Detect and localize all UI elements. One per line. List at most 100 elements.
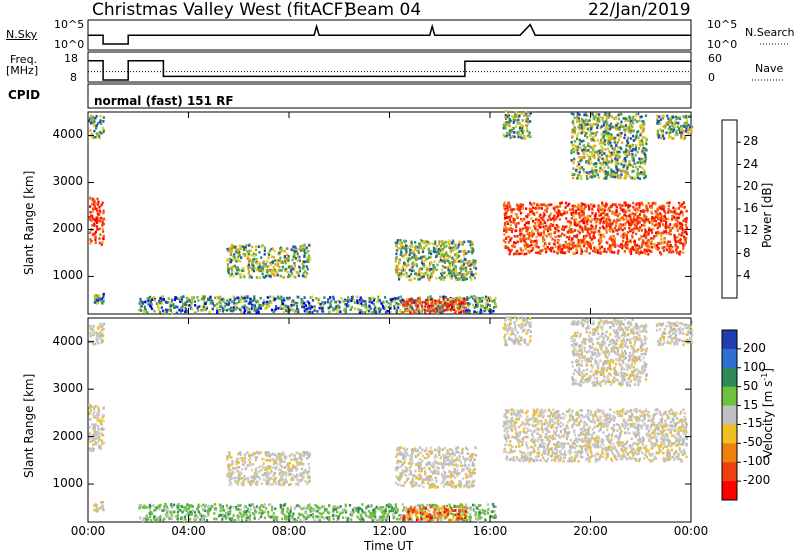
data-cell	[144, 308, 147, 312]
data-cell	[663, 241, 666, 244]
data-cell	[647, 228, 651, 232]
data-cell	[627, 203, 630, 207]
data-cell	[644, 174, 647, 178]
data-cell	[539, 220, 542, 224]
data-cell	[395, 249, 399, 252]
data-cell	[235, 306, 238, 310]
data-cell	[267, 481, 270, 484]
data-cell	[262, 260, 265, 263]
data-cell	[92, 324, 95, 328]
data-cell	[664, 211, 667, 215]
data-cell	[518, 126, 522, 129]
data-cell	[417, 249, 420, 252]
data-cell	[258, 476, 261, 479]
data-cell	[308, 303, 311, 306]
data-cell	[613, 146, 616, 150]
data-cell	[544, 250, 548, 254]
data-cell	[185, 310, 188, 313]
data-cell	[274, 305, 278, 308]
data-cell	[607, 247, 610, 251]
data-cell	[682, 137, 685, 141]
data-cell	[578, 167, 581, 170]
data-cell	[609, 244, 612, 247]
data-cell	[657, 122, 660, 125]
data-cell	[442, 295, 445, 299]
data-cell	[353, 301, 356, 304]
data-cell	[308, 243, 311, 247]
data-cell	[582, 213, 585, 217]
data-cell	[511, 135, 514, 138]
data-cell	[638, 246, 641, 250]
data-cell	[92, 201, 96, 204]
data-cell	[676, 224, 679, 228]
data-cell	[641, 124, 644, 128]
data-cell	[470, 250, 473, 253]
data-cell	[290, 248, 293, 251]
data-cell	[294, 301, 297, 305]
data-cell	[519, 247, 522, 250]
data-cell	[568, 202, 571, 206]
data-cell	[619, 245, 622, 248]
data-cell	[448, 452, 451, 456]
data-cell	[438, 242, 441, 246]
data-cell	[612, 242, 615, 246]
data-cell	[607, 171, 610, 174]
data-cell	[311, 310, 314, 314]
data-cell	[503, 124, 506, 128]
data-cell	[436, 448, 439, 452]
data-cell	[399, 299, 402, 302]
data-cell	[277, 483, 280, 486]
data-cell	[236, 482, 240, 486]
data-cell	[636, 202, 639, 205]
data-cell	[606, 128, 609, 132]
data-cell	[626, 136, 629, 140]
data-cell	[520, 112, 523, 115]
data-cell	[229, 309, 232, 313]
data-cell	[530, 249, 533, 253]
data-cell	[617, 150, 620, 154]
data-cell	[419, 446, 422, 449]
data-cell	[600, 163, 603, 167]
data-cell	[678, 227, 682, 230]
data-cell	[585, 220, 589, 223]
data-cell	[449, 460, 452, 463]
data-cell	[304, 468, 307, 472]
data-cell	[100, 300, 103, 303]
data-cell	[616, 133, 619, 137]
data-cell	[162, 298, 165, 301]
data-cell	[526, 245, 530, 248]
data-cell	[238, 300, 241, 304]
data-cell	[272, 460, 276, 464]
data-cell	[572, 241, 575, 245]
data-cell	[633, 208, 636, 212]
data-cell	[661, 223, 664, 226]
data-cell	[305, 260, 308, 263]
data-cell	[509, 220, 512, 224]
data-cell	[631, 129, 634, 133]
data-cell	[191, 308, 194, 311]
data-cell	[323, 302, 326, 305]
data-cell	[296, 451, 299, 455]
data-cell	[288, 473, 291, 476]
data-cell	[237, 461, 240, 464]
data-cell	[235, 481, 238, 484]
data-cell	[631, 153, 634, 156]
data-cell	[465, 252, 468, 255]
data-cell	[663, 126, 667, 129]
data-cell	[263, 478, 266, 481]
data-cell	[208, 298, 211, 302]
data-cell	[281, 302, 284, 305]
data-cell	[211, 307, 214, 311]
data-cell	[628, 123, 631, 127]
data-cell	[660, 137, 663, 140]
data-cell	[570, 239, 573, 243]
data-cell	[580, 247, 583, 251]
data-cell	[596, 118, 600, 121]
data-cell	[644, 228, 647, 231]
data-cell	[676, 245, 679, 249]
data-cell	[281, 450, 284, 454]
data-cell	[510, 248, 513, 252]
data-cell	[643, 176, 646, 180]
data-cell	[674, 122, 677, 125]
data-cell	[277, 307, 280, 310]
